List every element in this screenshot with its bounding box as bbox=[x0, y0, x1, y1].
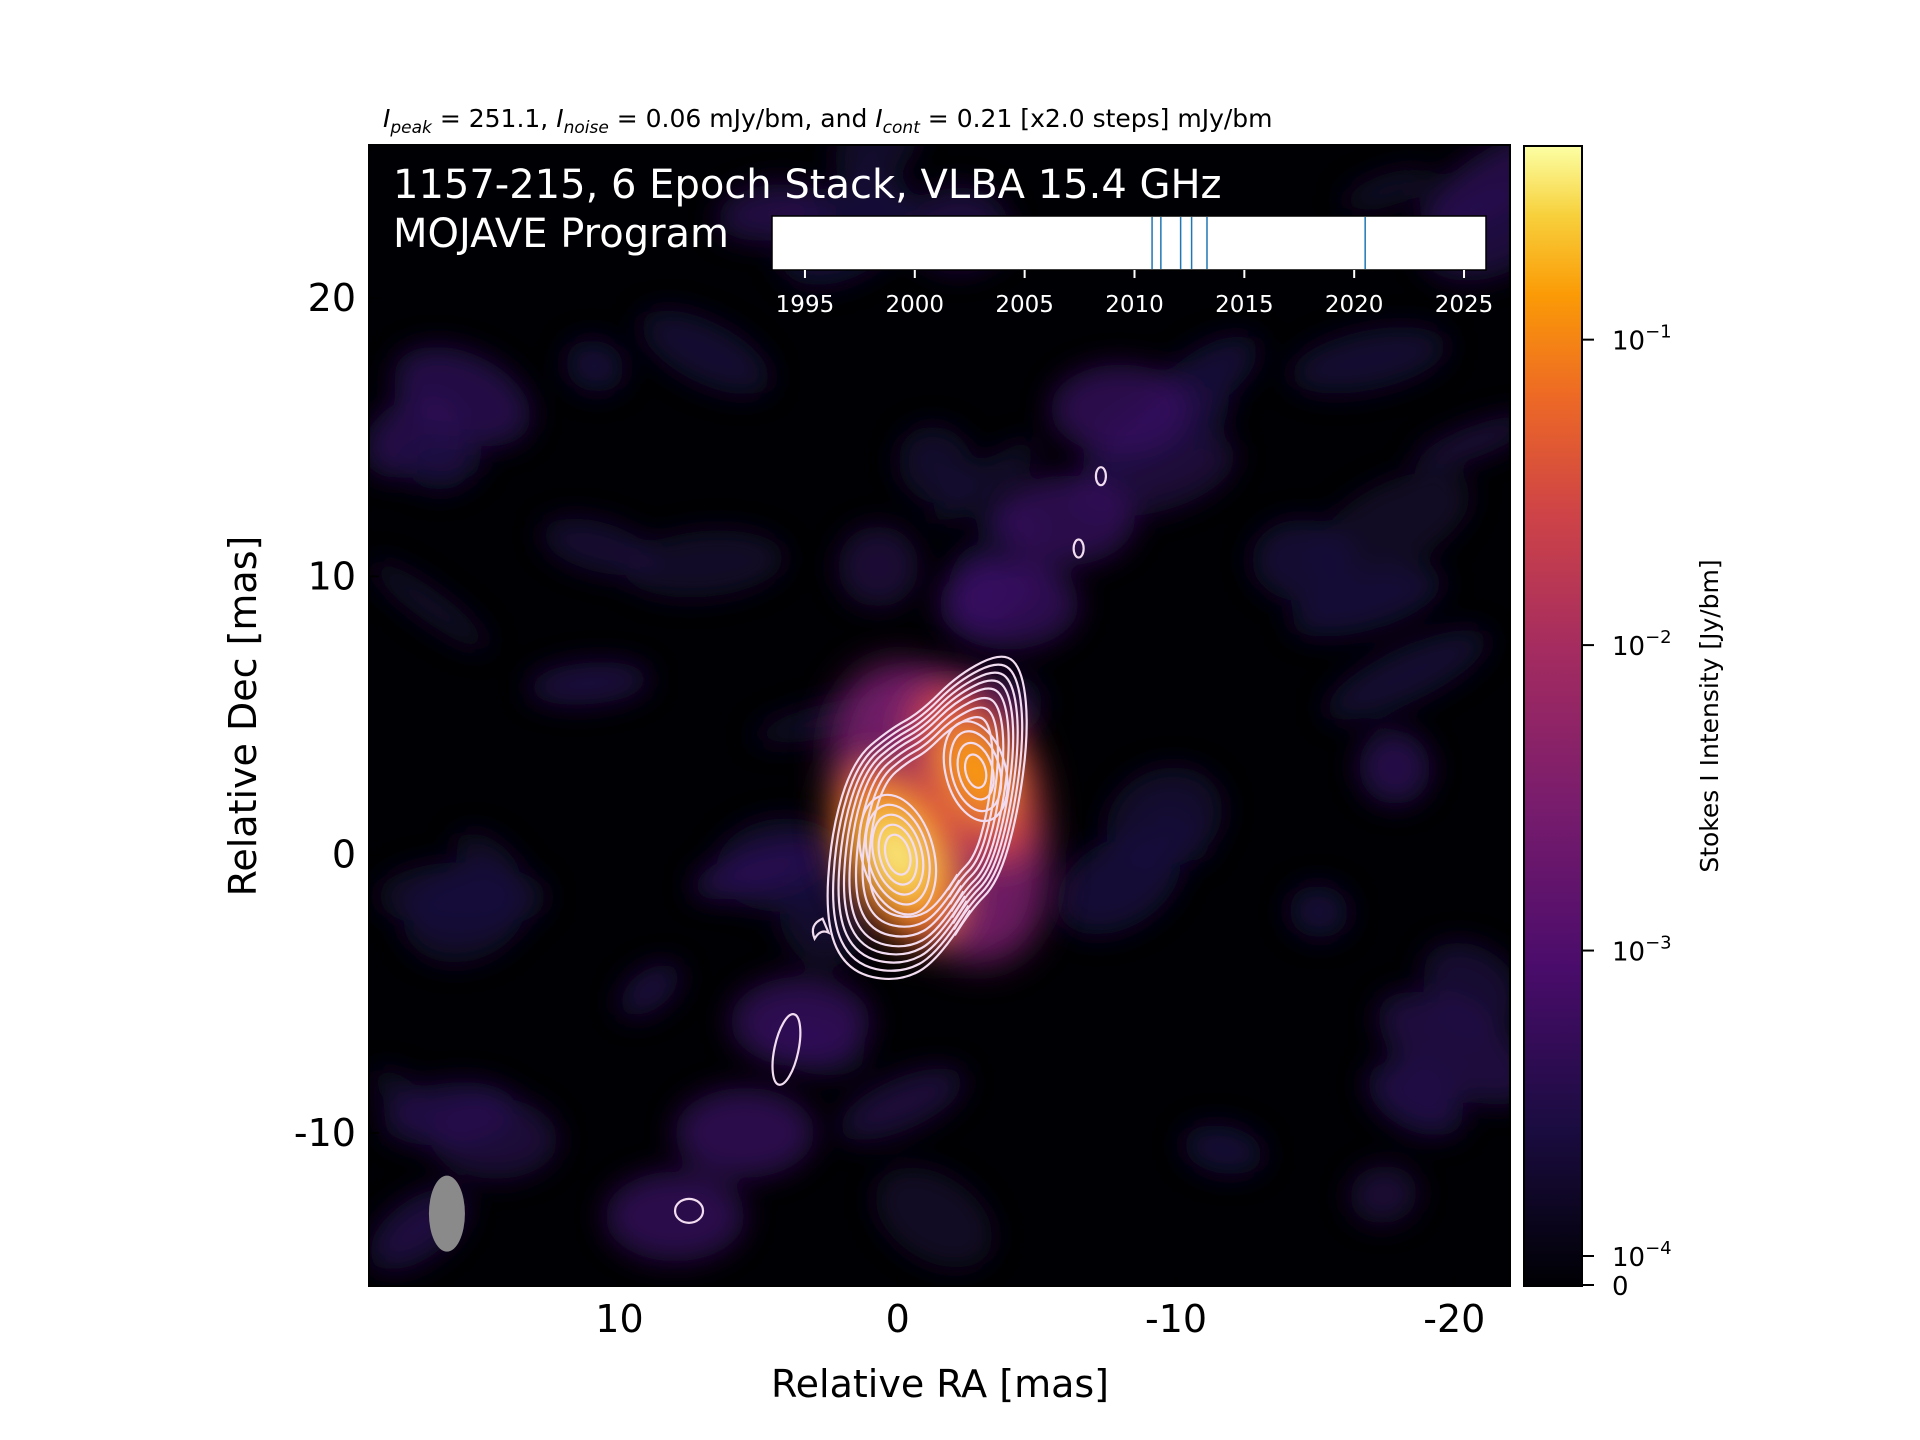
noise-patch bbox=[1423, 942, 1510, 1028]
timeline-tick-label: 2025 bbox=[1435, 292, 1494, 318]
contour-level bbox=[963, 753, 988, 789]
contour-level bbox=[771, 1013, 802, 1086]
timeline-box bbox=[771, 215, 1487, 271]
map-statistics-header: Ipeak = 251.1, Inoise = 0.06 mJy/bm, and… bbox=[383, 104, 1273, 138]
plot-frame bbox=[368, 144, 1511, 1287]
noise-patch bbox=[541, 518, 654, 576]
contour-level bbox=[826, 655, 1028, 981]
x-tick-label: 0 bbox=[886, 1297, 910, 1341]
contour-level bbox=[883, 833, 912, 876]
timeline-tick-label: 2015 bbox=[1215, 292, 1274, 318]
y-tick-label: 0 bbox=[332, 833, 356, 877]
noise-patch bbox=[1325, 629, 1489, 721]
y-tick-label: 20 bbox=[308, 276, 356, 320]
colorbar-ticks: 10−1 10−2 10−3 10−40 bbox=[1583, 322, 1672, 1302]
noise-patch bbox=[1251, 519, 1352, 602]
colorbar-tick-label: 10−3 bbox=[1612, 933, 1672, 968]
y-tick-label: 10 bbox=[308, 554, 356, 598]
timeline-ticks: 1995 2000 2005 2010 2015 2020 2025 bbox=[776, 270, 1494, 318]
noise-patch bbox=[874, 1167, 993, 1268]
timeline-tick-label: 2010 bbox=[1105, 292, 1164, 318]
colorbar-tick-label: 10−2 bbox=[1612, 627, 1672, 662]
noise-patch bbox=[640, 310, 771, 395]
contour-level bbox=[1072, 538, 1085, 559]
noise-patch bbox=[407, 434, 474, 491]
noise-patch bbox=[1377, 991, 1510, 1105]
beam-ellipse bbox=[428, 1175, 465, 1252]
noise-patch bbox=[1358, 730, 1431, 805]
noise-patch bbox=[527, 662, 650, 705]
contour-level bbox=[868, 716, 994, 918]
epoch-timeline: 1995 2000 2005 2010 2015 2020 2025 bbox=[771, 215, 1494, 318]
x-tick-label: -10 bbox=[1145, 1297, 1207, 1341]
contour-level bbox=[848, 687, 1010, 948]
intensity-map bbox=[369, 145, 1510, 1286]
noise-patch bbox=[565, 339, 625, 393]
noise-patch bbox=[1414, 415, 1510, 468]
contour-level bbox=[877, 823, 918, 886]
contour-level bbox=[1094, 466, 1108, 487]
source-title: 1157-215, 6 Epoch Stack, VLBA 15.4 GHz bbox=[393, 162, 1222, 208]
noise-patch bbox=[1288, 885, 1349, 938]
x-tick-label: 10 bbox=[595, 1297, 643, 1341]
noise-patch bbox=[377, 862, 548, 932]
y-axis-label: Relative Dec [mas] bbox=[221, 536, 265, 897]
contour-level bbox=[949, 730, 1003, 813]
noise-patch bbox=[619, 963, 681, 1017]
colorbar-tick-label: 0 bbox=[1612, 1272, 1629, 1302]
contour-level bbox=[858, 793, 938, 916]
contour-layer bbox=[673, 466, 1108, 1224]
timeline-epochs bbox=[1151, 217, 1366, 269]
colorbar-tick-label: 10−1 bbox=[1612, 322, 1672, 357]
noise-patch bbox=[838, 1068, 964, 1141]
contour-level bbox=[837, 671, 1019, 964]
contour-level bbox=[831, 663, 1024, 972]
jet-diffuse bbox=[994, 475, 1135, 566]
colorbar-label: Stokes I Intensity [Jy/bm] bbox=[1695, 559, 1724, 872]
timeline-tick-label: 1995 bbox=[776, 292, 835, 318]
timeline-tick-label: 2005 bbox=[995, 292, 1054, 318]
colorbar: 10−1 10−2 10−3 10−40 Stokes I Intensity [Jy… bbox=[1523, 145, 1724, 1302]
jet-diffuse bbox=[605, 1171, 746, 1262]
jet-diffuse bbox=[939, 559, 1080, 650]
noise-patch bbox=[1316, 471, 1471, 578]
contour-level bbox=[811, 917, 831, 942]
noise-patch bbox=[370, 560, 490, 650]
contour-level bbox=[942, 720, 1009, 823]
contour-level bbox=[842, 679, 1015, 956]
noise-patch bbox=[1057, 833, 1181, 935]
colorbar-tick-label: 10−4 bbox=[1612, 1238, 1672, 1273]
program-title: MOJAVE Program bbox=[393, 211, 729, 257]
y-tick-label: -10 bbox=[294, 1111, 356, 1155]
x-axis-label: Relative RA [mas] bbox=[771, 1362, 1109, 1406]
noise-patch bbox=[1183, 1125, 1264, 1175]
jet-diffuse bbox=[1050, 364, 1191, 455]
timeline-tick-label: 2000 bbox=[886, 292, 945, 318]
noise-patch bbox=[837, 525, 919, 608]
contour-level bbox=[864, 803, 931, 906]
contour-level bbox=[871, 813, 925, 896]
contour-level bbox=[673, 1197, 705, 1224]
noise-patch bbox=[624, 530, 786, 598]
noise-patch bbox=[1290, 565, 1443, 637]
noise-patch bbox=[1290, 326, 1448, 394]
noise-patch bbox=[898, 426, 974, 504]
noise-patch bbox=[429, 1096, 558, 1179]
noise-patch bbox=[692, 841, 830, 900]
timeline-tick-label: 2020 bbox=[1325, 292, 1384, 318]
x-tick-label: -20 bbox=[1423, 1297, 1485, 1341]
noise-patch bbox=[1349, 1165, 1418, 1224]
contour-level bbox=[854, 696, 1005, 938]
colorbar-gradient bbox=[1523, 145, 1583, 1287]
jet-diffuse bbox=[674, 1087, 815, 1178]
contour-level bbox=[956, 741, 995, 801]
noise-patch bbox=[932, 440, 1039, 523]
noise-patch bbox=[834, 145, 918, 181]
noise-patch bbox=[1341, 168, 1435, 212]
